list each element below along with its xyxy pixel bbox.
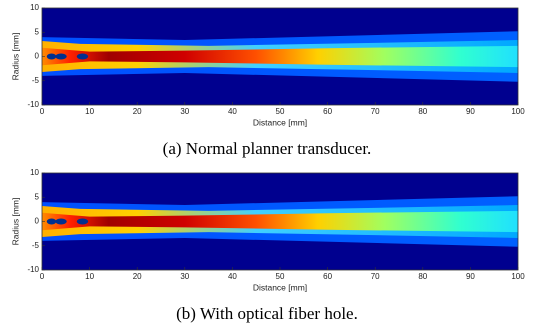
x-tick-label: 90 [466,272,475,281]
y-tick-label: 5 [35,27,40,36]
x-tick-label: 40 [228,272,237,281]
figure-caption: (b) With optical fiber hole. [176,304,358,323]
x-tick-label: 0 [40,272,45,281]
x-tick-label: 20 [133,107,142,116]
beam-core [42,210,518,233]
x-tick-label: 80 [418,272,427,281]
x-tick-label: 60 [323,272,332,281]
y-axis-label: Radius [mm] [10,33,20,81]
x-tick-label: 100 [511,272,525,281]
y-axis-label: Radius [mm] [10,198,20,246]
x-axis-label: Distance [mm] [253,282,307,292]
x-tick-label: 50 [276,272,285,281]
x-axis-label: Distance [mm] [253,117,307,127]
x-tick-label: 10 [85,272,94,281]
x-tick-label: 100 [511,107,525,116]
y-tick-label: -10 [27,100,39,109]
x-tick-label: 90 [466,107,475,116]
figure-caption: (a) Normal planner transducer. [163,139,372,158]
beam-null [46,218,57,225]
beam-null [76,218,89,225]
x-tick-label: 60 [323,107,332,116]
y-tick-label: -5 [32,76,40,85]
beam-core [42,45,518,68]
beam-null [76,53,89,60]
y-tick-label: 10 [30,3,39,12]
x-tick-label: 70 [371,107,380,116]
x-tick-label: 10 [85,107,94,116]
beam-null [46,53,57,60]
y-tick-label: 10 [30,168,39,177]
x-tick-label: 70 [371,272,380,281]
y-tick-label: 0 [35,52,40,61]
x-tick-label: 30 [180,272,189,281]
beam-null [55,53,67,60]
x-tick-label: 30 [180,107,189,116]
y-tick-label: 5 [35,192,40,201]
y-tick-label: -10 [27,265,39,274]
x-tick-label: 50 [276,107,285,116]
beam-null [55,218,67,225]
y-tick-label: 0 [35,217,40,226]
y-tick-label: -5 [32,241,40,250]
x-tick-label: 0 [40,107,45,116]
x-tick-label: 20 [133,272,142,281]
x-tick-label: 40 [228,107,237,116]
x-tick-label: 80 [418,107,427,116]
